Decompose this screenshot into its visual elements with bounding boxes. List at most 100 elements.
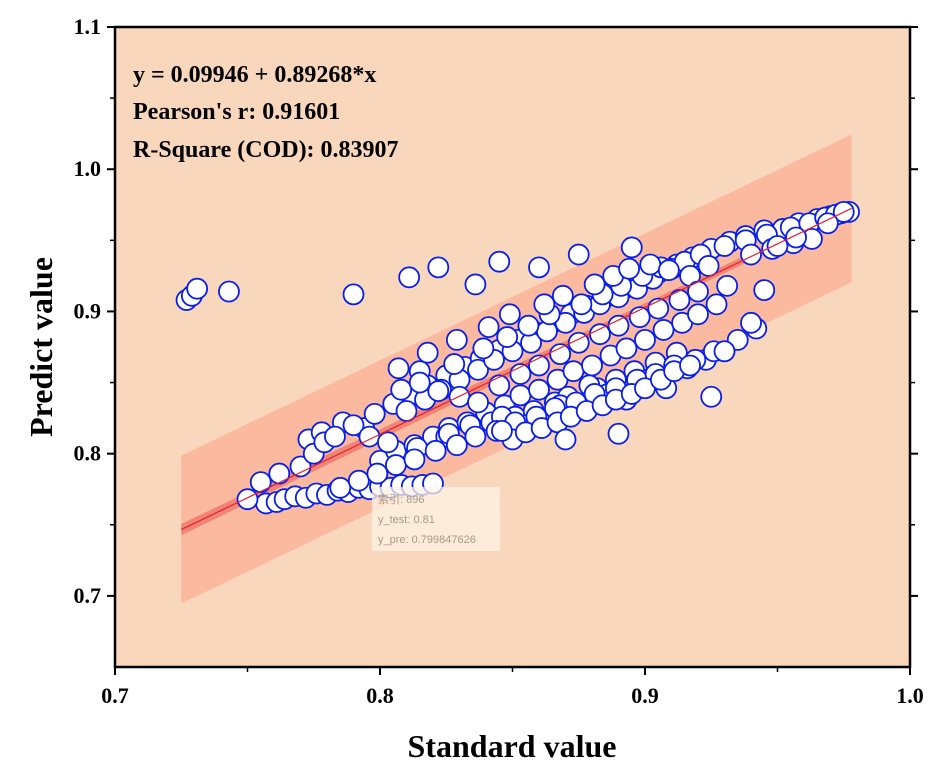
data-point xyxy=(697,255,720,277)
y-tick-label: 0.8 xyxy=(74,441,102,466)
data-point xyxy=(652,319,675,341)
data-point xyxy=(740,243,762,266)
data-point xyxy=(490,420,513,442)
tooltip-line-ypre: y_pre: 0.799847626 xyxy=(378,534,476,546)
data-point xyxy=(403,448,426,471)
data-point xyxy=(583,273,606,296)
data-point xyxy=(551,284,574,307)
data-point xyxy=(268,462,291,485)
x-tick-label: 1.0 xyxy=(896,683,924,708)
data-point xyxy=(687,303,709,326)
data-point xyxy=(342,414,365,437)
data-point xyxy=(289,455,312,478)
data-point xyxy=(562,360,585,383)
data-point xyxy=(705,293,728,316)
tooltip-line-index: 索引: 896 xyxy=(378,492,424,506)
data-point xyxy=(416,341,439,364)
tooltip: 索引: 896 y_test: 0.81 y_pre: 0.799847626 xyxy=(372,487,500,551)
data-point xyxy=(488,250,511,273)
data-point xyxy=(377,431,399,454)
data-point xyxy=(398,266,421,289)
x-tick-label: 0.8 xyxy=(366,683,394,708)
data-point xyxy=(488,374,511,397)
data-point xyxy=(687,280,709,303)
data-point xyxy=(186,277,209,300)
tooltip-line-ytest: y_test: 0.81 xyxy=(378,514,435,526)
data-point xyxy=(424,439,447,462)
data-point xyxy=(679,354,701,377)
data-point xyxy=(785,226,807,249)
data-point xyxy=(477,316,500,338)
data-point xyxy=(329,476,352,499)
data-point xyxy=(554,428,577,451)
data-point xyxy=(700,385,723,408)
data-point xyxy=(581,354,603,377)
data-point xyxy=(496,326,519,348)
data-point xyxy=(607,422,630,445)
data-point xyxy=(607,314,630,337)
data-point xyxy=(218,280,240,303)
data-point xyxy=(347,469,370,492)
data-point xyxy=(528,256,550,279)
y-tick-label: 0.7 xyxy=(74,583,102,608)
data-point xyxy=(363,402,386,425)
y-tick-label: 1.0 xyxy=(74,156,102,181)
data-point xyxy=(467,391,489,414)
data-point xyxy=(533,293,556,316)
y-tick-label: 1.1 xyxy=(74,14,102,39)
fit-equation: y = 0.09946 + 0.89268*x xyxy=(133,62,376,88)
data-point xyxy=(639,253,662,276)
axes: 0.7 0.8 0.9 1.0 0.7 0.8 0.9 1.0 1.1 xyxy=(74,14,924,708)
r-square: R-Square (COD): 0.83907 xyxy=(133,137,399,163)
data-point xyxy=(713,235,736,257)
pearson-r: Pearson's r: 0.91601 xyxy=(133,99,340,125)
data-point xyxy=(236,488,259,511)
data-point xyxy=(498,303,521,326)
data-point xyxy=(713,340,736,363)
data-point xyxy=(390,378,413,401)
data-point xyxy=(634,328,656,351)
data-point xyxy=(445,434,468,457)
y-tick-label: 0.9 xyxy=(74,298,102,323)
fit-annotations: y = 0.09946 + 0.89268*x Pearson's r: 0.9… xyxy=(133,62,399,163)
data-point xyxy=(517,314,540,337)
data-point xyxy=(387,357,410,380)
x-axis-label: Standard value xyxy=(408,728,617,764)
data-point xyxy=(766,235,789,257)
x-tick-label: 0.9 xyxy=(631,683,659,708)
data-point xyxy=(668,289,691,311)
data-point xyxy=(716,274,739,297)
data-point xyxy=(427,256,450,279)
data-point xyxy=(618,257,640,280)
data-point xyxy=(443,353,466,375)
data-point xyxy=(249,471,272,494)
data-point xyxy=(570,293,593,316)
data-point xyxy=(366,462,389,485)
data-point xyxy=(753,279,776,302)
data-point xyxy=(615,337,638,360)
fit-line xyxy=(180,207,852,531)
tooltip-box xyxy=(372,487,500,551)
data-point xyxy=(464,273,487,296)
data-point xyxy=(816,212,839,235)
data-point xyxy=(445,328,468,351)
data-point xyxy=(427,380,450,402)
data-point xyxy=(384,454,407,476)
data-point xyxy=(740,311,762,334)
data-point xyxy=(549,343,572,366)
data-point xyxy=(324,425,346,448)
data-points xyxy=(175,200,860,515)
data-point xyxy=(342,283,365,306)
fit-line-group xyxy=(180,207,852,531)
data-point xyxy=(408,371,431,394)
data-point xyxy=(528,378,550,401)
data-point xyxy=(657,259,680,282)
data-point xyxy=(567,243,590,266)
data-point xyxy=(472,337,495,360)
y-axis-label: Predict value xyxy=(23,257,59,437)
data-point xyxy=(464,425,487,448)
data-point xyxy=(467,358,489,381)
data-point xyxy=(567,331,590,354)
data-point xyxy=(620,236,643,259)
